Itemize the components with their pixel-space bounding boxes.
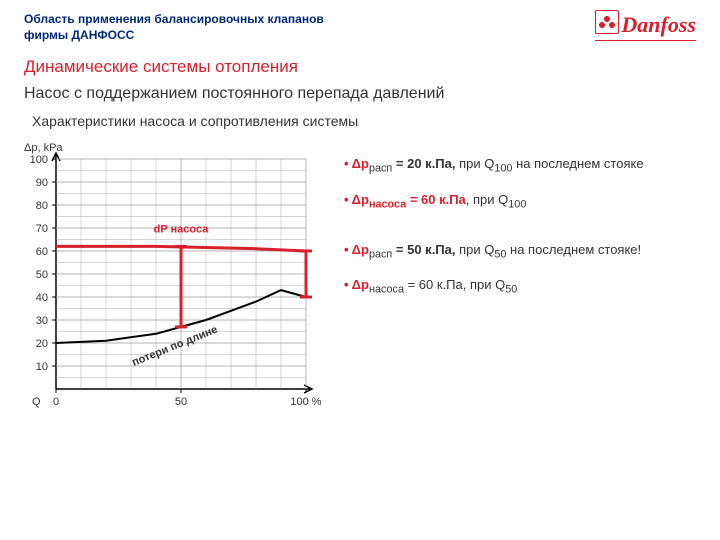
- svg-text:30: 30: [36, 315, 48, 327]
- section-heading-2: Насос с поддержанием постоянного перепад…: [0, 81, 720, 111]
- svg-text:50: 50: [175, 396, 187, 408]
- svg-text:100 %: 100 %: [290, 396, 321, 408]
- svg-text:50: 50: [36, 269, 48, 281]
- bullet-1: • Δpрасп = 20 к.Па, при Q100 на последне…: [344, 155, 704, 177]
- bullets-panel: • Δpрасп = 20 к.Па, при Q100 на последне…: [344, 139, 704, 419]
- section-heading-1: Динамические системы отопления: [0, 49, 720, 81]
- svg-text:80: 80: [36, 200, 48, 212]
- svg-text:20: 20: [36, 338, 48, 350]
- y-axis-label: Δp, kPa: [24, 142, 63, 154]
- section-heading-3: Характеристики насоса и сопротивления си…: [0, 111, 720, 139]
- svg-text:100: 100: [30, 154, 48, 166]
- main-content: Δp, kPa 10 20 30 40 50 60 70 80 90 100 0 50 100 % d…: [0, 139, 720, 419]
- svg-text:70: 70: [36, 223, 48, 235]
- svg-text:60: 60: [36, 246, 48, 258]
- bullet-3: • Δpрасп = 50 к.Па, при Q50 на последнем…: [344, 241, 704, 263]
- pump-chart: Δp, kPa 10 20 30 40 50 60 70 80 90 100 0 50 100 % d…: [16, 139, 326, 419]
- svg-text:40: 40: [36, 292, 48, 304]
- pump-curve-label: dP насоса: [154, 224, 210, 236]
- header: Область применения балансировочных клапа…: [0, 0, 720, 49]
- bullet-2: • Δpнасоса = 60 к.Па, при Q100: [344, 191, 704, 213]
- x-axis-label: Q: [32, 396, 41, 408]
- svg-text:10: 10: [36, 361, 48, 373]
- svg-text:0: 0: [53, 396, 59, 408]
- bullet-4: • Δpнасоса = 60 к.Па, при Q50: [344, 276, 704, 298]
- svg-text:90: 90: [36, 177, 48, 189]
- danfoss-logo: Danfoss: [595, 12, 696, 41]
- header-title: Область применения балансировочных клапа…: [24, 12, 344, 43]
